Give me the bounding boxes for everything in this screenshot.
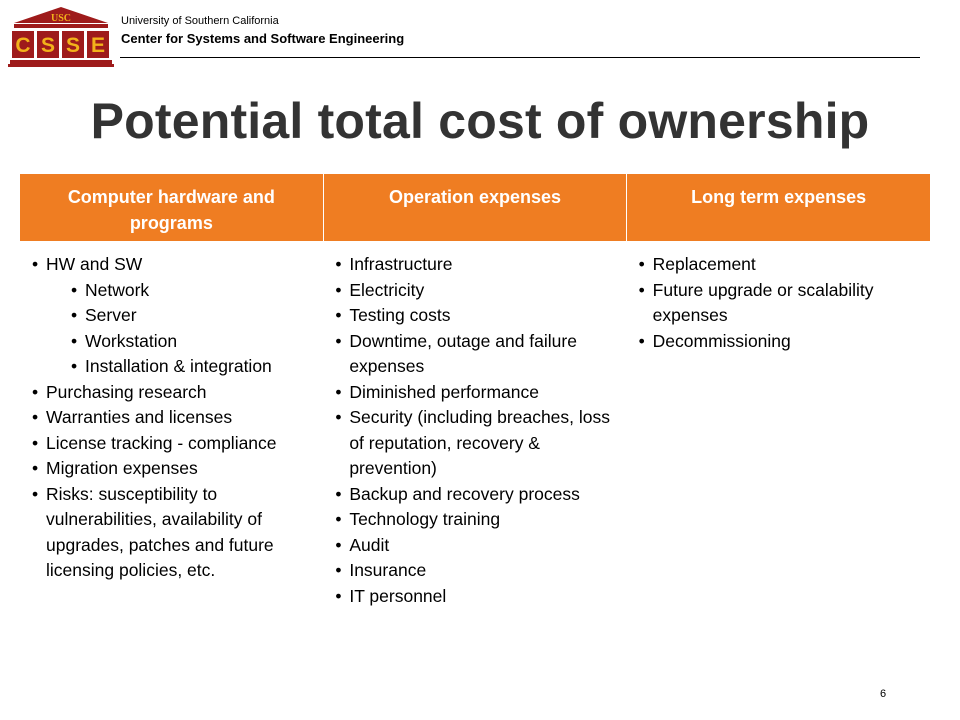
list-item: Warranties and licenses [30, 405, 317, 431]
org-university: University of Southern California [121, 15, 279, 27]
list-item: Risks: susceptibility to vulnerabilities… [30, 482, 317, 584]
list-item: Diminished performance [333, 380, 620, 406]
cost-table: Computer hardware and programs Operation… [20, 174, 930, 609]
svg-text:S: S [41, 34, 55, 57]
list-item: Backup and recovery process [333, 482, 620, 508]
list-item: Audit [333, 533, 620, 559]
column-long-term: ReplacementFuture upgrade or scalability… [627, 241, 930, 609]
list-item: Testing costs [333, 303, 620, 329]
list-item: Decommissioning [637, 329, 924, 355]
list-item: Replacement [637, 252, 924, 278]
slide-title: Potential total cost of ownership [90, 93, 870, 149]
list-item: IT personnel [333, 584, 620, 610]
logo-usc-text: USC [51, 13, 71, 24]
page-number: 6 [880, 688, 887, 700]
header-divider [120, 57, 920, 58]
sub-list-item: Network [30, 278, 317, 304]
bullet-list-long-term: ReplacementFuture upgrade or scalability… [637, 252, 924, 354]
list-item: Technology training [333, 507, 620, 533]
list-item: Future upgrade or scalability expenses [637, 278, 924, 329]
list-item: Infrastructure [333, 252, 620, 278]
logo-letter-blocks: C S S E [12, 31, 109, 58]
column-heading-long-term: Long term expenses [691, 187, 867, 207]
svg-text:E: E [91, 34, 105, 57]
table-header-row: Computer hardware and programs Operation… [20, 174, 930, 241]
list-item: Downtime, outage and failure expenses [333, 329, 620, 380]
sub-list-item: Server [30, 303, 317, 329]
list-item: Security (including breaches, loss of re… [333, 405, 620, 482]
list-item: Electricity [333, 278, 620, 304]
column-heading-operation: Operation expenses [324, 174, 628, 241]
column-operation: InfrastructureElectricityTesting costsDo… [323, 241, 626, 609]
list-item: Migration expenses [30, 456, 317, 482]
bullet-list-hardware: HW and SWNetworkServerWorkstationInstall… [30, 252, 317, 584]
list-item: Purchasing research [30, 380, 317, 406]
column-hardware: HW and SWNetworkServerWorkstationInstall… [20, 241, 323, 609]
csse-logo: USC C S S E [8, 7, 114, 67]
column-heading-hardware: Computer hardware and programs [20, 174, 324, 241]
svg-text:S: S [66, 34, 80, 57]
table-body-row: HW and SWNetworkServerWorkstationInstall… [20, 241, 930, 609]
sub-list-item: Installation & integration [30, 354, 317, 380]
bullet-list-operation: InfrastructureElectricityTesting costsDo… [333, 252, 620, 609]
list-item: HW and SW [30, 252, 317, 278]
svg-text:C: C [15, 34, 30, 57]
list-item: Insurance [333, 558, 620, 584]
org-center: Center for Systems and Software Engineer… [121, 31, 405, 46]
sub-list-item: Workstation [30, 329, 317, 355]
list-item: License tracking - compliance [30, 431, 317, 457]
